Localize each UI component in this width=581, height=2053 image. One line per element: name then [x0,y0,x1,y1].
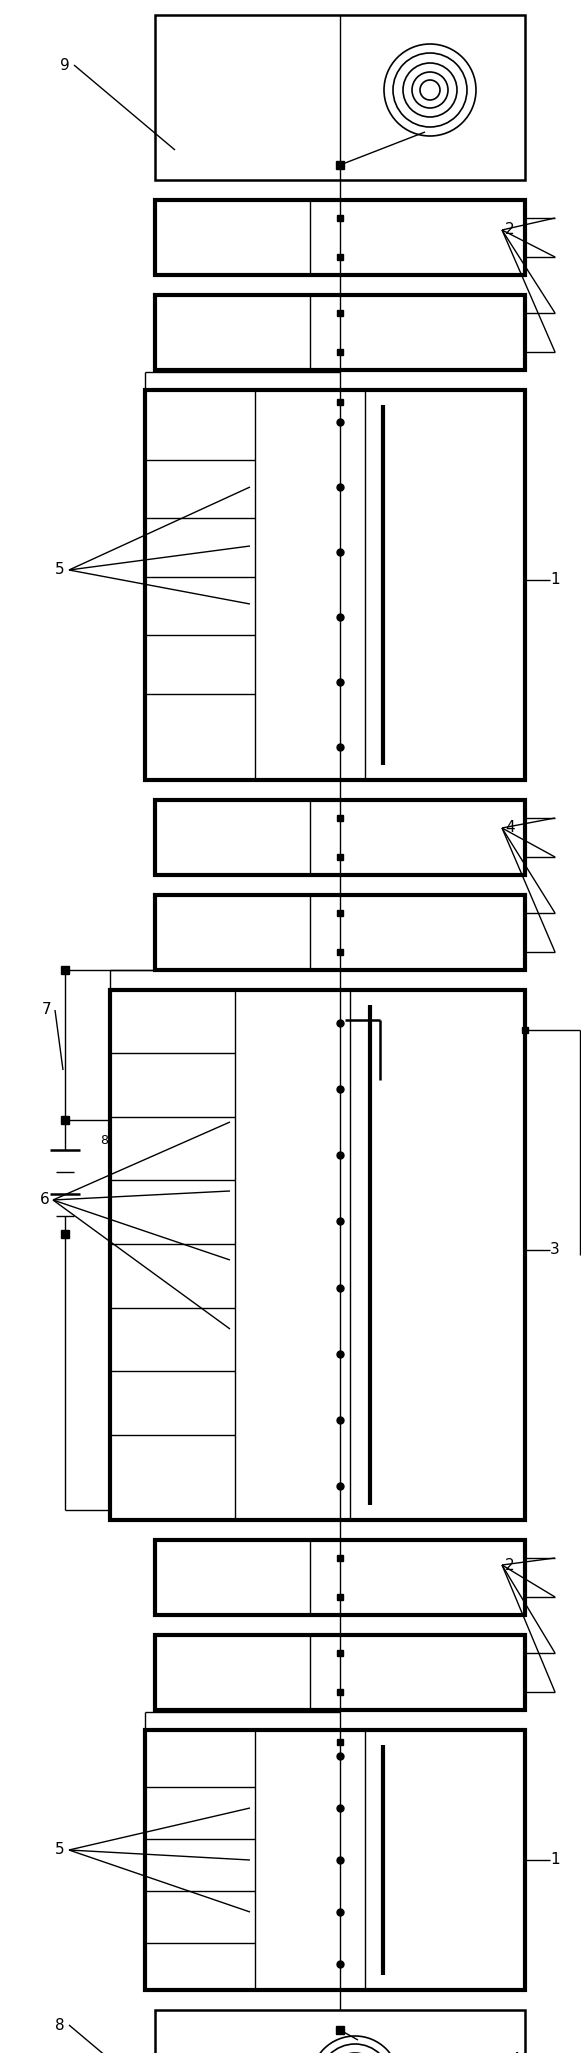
Text: 5: 5 [55,563,64,577]
Text: 7: 7 [42,1002,52,1018]
Bar [155,1540,525,1616]
Bar [155,895,525,969]
Bar [155,801,525,875]
Text: 3: 3 [550,1242,560,1258]
Bar [155,2010,525,2053]
Text: 2: 2 [505,1558,515,1573]
Text: 9: 9 [60,57,70,72]
Bar [145,390,525,780]
Text: 8: 8 [100,1133,108,1146]
Bar [155,1634,525,1710]
Text: 2: 2 [505,222,515,238]
Text: 5: 5 [55,1842,64,1858]
Bar [155,199,525,275]
Text: 6: 6 [40,1193,50,1207]
Bar [145,1731,525,1989]
Bar [110,990,525,1519]
Bar [155,296,525,370]
Text: 1: 1 [550,573,560,587]
Bar [155,14,525,181]
Text: 1: 1 [550,1852,560,1868]
Text: 4: 4 [505,821,515,836]
Text: 8: 8 [55,2018,64,2032]
